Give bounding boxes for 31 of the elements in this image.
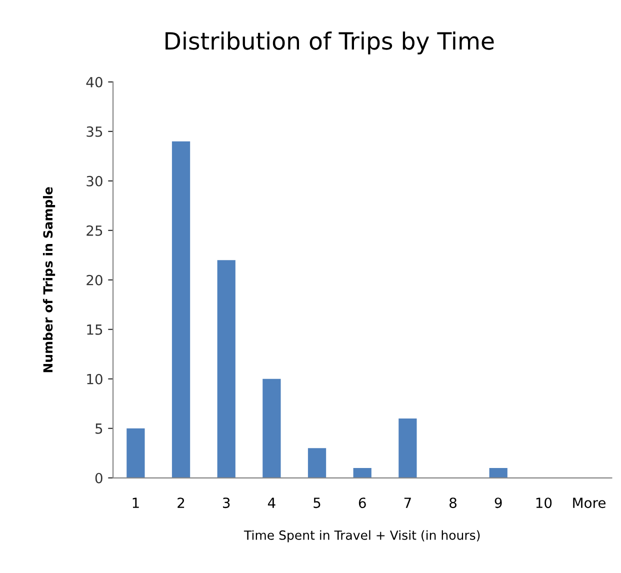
x-tick-label: 5: [314, 498, 320, 508]
y-tick-label: 0: [95, 472, 102, 484]
x-tick-label: 2: [178, 498, 184, 508]
bar: [217, 260, 236, 478]
x-tick-label: 3: [222, 498, 230, 508]
x-tick-label: More: [573, 498, 606, 508]
x-tick-label: 4: [268, 498, 276, 508]
bar: [126, 428, 145, 478]
x-tick-label: 6: [358, 498, 366, 508]
bar: [489, 468, 508, 478]
bar: [172, 141, 190, 478]
bar: [308, 448, 326, 478]
x-tick-label: 9: [494, 498, 502, 508]
y-tick-label: 10: [87, 374, 102, 384]
bar: [398, 418, 417, 478]
y-tick-label: 40: [86, 76, 102, 88]
x-tick-label: 8: [450, 498, 456, 508]
bar: [353, 468, 372, 478]
x-tick-label: 7: [404, 498, 411, 508]
y-tick-label: 5: [96, 424, 102, 434]
x-tick-label: 10: [536, 498, 552, 508]
x-axis-title: Time Spent in Travel + Visit (in hours): [244, 530, 480, 542]
x-tick-label: 1: [132, 498, 139, 508]
y-tick-label: 35: [86, 126, 102, 137]
y-tick-label: 25: [86, 225, 102, 236]
y-axis-title: Number of Trips in Sample: [42, 187, 56, 372]
chart-title: Distribution of Trips by Time: [166, 32, 494, 54]
y-tick-label: 30: [86, 176, 102, 186]
bar: [262, 378, 281, 478]
y-tick-label: 15: [87, 324, 102, 335]
y-tick-label: 20: [86, 274, 102, 286]
